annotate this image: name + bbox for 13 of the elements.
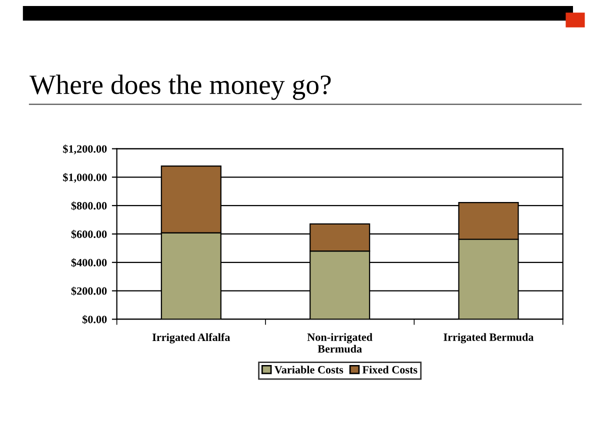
legend-label: Variable Costs — [274, 366, 344, 374]
legend-label: Fixed Costs — [362, 366, 418, 374]
x-tick-label: Irrigated Bermuda — [444, 333, 534, 344]
y-tick-label: $200.00 — [71, 286, 107, 296]
y-tick-label: $1,000.00 — [63, 172, 107, 183]
x-tick-label: Irrigated Alfalfa — [152, 333, 230, 344]
y-tick-label: $800.00 — [71, 201, 107, 210]
y-tick-label: $400.00 — [71, 258, 107, 268]
chart-title: Where does the money go? — [30, 74, 331, 100]
x-tick-label: Non-irrigated Bermuda — [307, 333, 372, 353]
y-tick-label: $0.00 — [82, 315, 107, 324]
y-tick-label: $1,200.00 — [63, 144, 107, 154]
y-tick-label: $600.00 — [71, 230, 107, 239]
